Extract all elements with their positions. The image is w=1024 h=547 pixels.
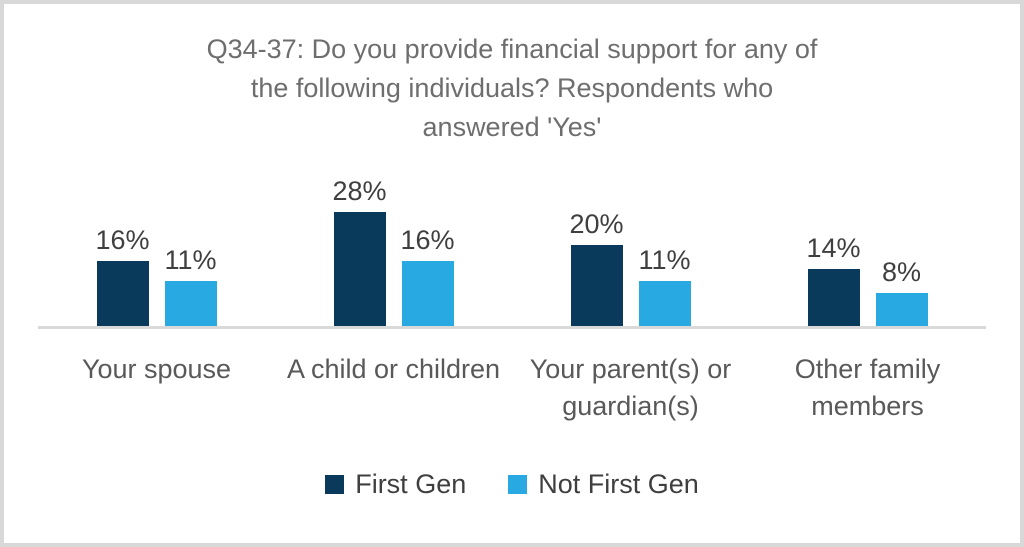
data-label: 11% [638, 245, 691, 275]
data-label: 14% [806, 233, 861, 263]
bar-group: 14% 8% [749, 155, 986, 326]
category-label: Other family members [794, 354, 941, 421]
data-label: 11% [164, 245, 217, 275]
bar-column: 14% [806, 233, 861, 326]
chart-title-line-3: answered 'Yes' [422, 112, 602, 142]
bar-group: 20% 11% [512, 155, 749, 326]
plot-area: 16% 11% 28% 16% 20% 11% 14% 8% [38, 155, 986, 329]
bar [333, 212, 386, 326]
category-label: A child or children [286, 354, 501, 384]
bar [164, 281, 217, 326]
legend-item: Not First Gen [508, 469, 699, 500]
bar-column: 28% [332, 176, 387, 326]
bar [807, 269, 860, 326]
bar-column: 11% [638, 245, 691, 326]
bar-column: 20% [569, 209, 624, 326]
bar [96, 261, 149, 326]
bar [875, 293, 928, 326]
bar-column: 16% [95, 225, 150, 326]
category-label: Your spouse [81, 354, 232, 384]
legend-swatch-icon [325, 475, 345, 494]
data-label: 28% [332, 176, 387, 206]
chart-title: Q34-37: Do you provide financial support… [107, 30, 917, 147]
bar-column: 8% [875, 257, 928, 326]
legend-item: First Gen [325, 469, 466, 500]
bar [638, 281, 691, 326]
chart-title-line-1: Q34-37: Do you provide financial support… [206, 34, 818, 64]
bar-group: 28% 16% [275, 155, 512, 326]
legend-swatch-icon [508, 475, 528, 494]
data-label: 8% [881, 257, 922, 287]
category-axis: Your spouse A child or children Your paren… [38, 329, 986, 425]
legend: First Gen Not First Gen [4, 469, 1020, 500]
legend-label: Not First Gen [538, 469, 699, 499]
bar [570, 245, 623, 326]
bar-column: 16% [400, 225, 455, 326]
data-label: 20% [569, 209, 624, 239]
bar-column: 11% [164, 245, 217, 326]
data-label: 16% [400, 225, 455, 255]
chart-title-line-2: the following individuals? Respondents w… [250, 73, 774, 103]
bar [401, 261, 454, 326]
category-label: Your parent(s) or guardian(s) [529, 354, 732, 421]
bar-group: 16% 11% [38, 155, 275, 326]
legend-label: First Gen [355, 469, 467, 499]
data-label: 16% [95, 225, 150, 255]
